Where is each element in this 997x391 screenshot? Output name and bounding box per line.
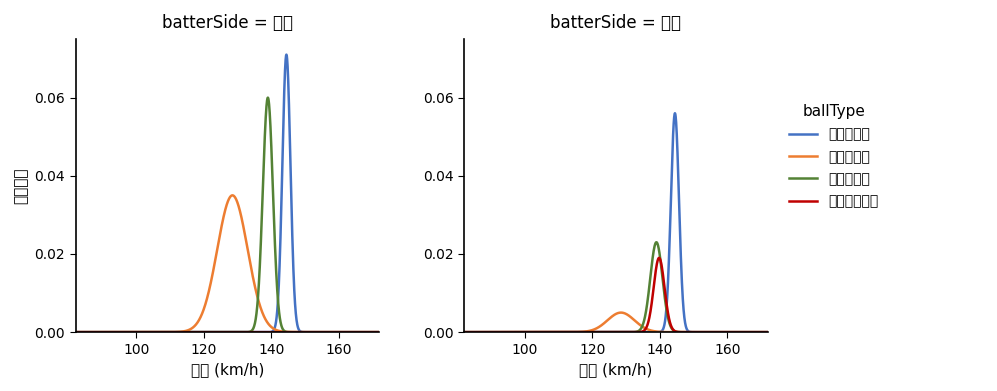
カットボール [753,330,765,334]
カットボール [85,330,97,334]
ストレート [209,330,221,334]
Line: ストレート: ストレート [76,55,379,332]
ストレート [753,330,765,334]
ストレート [669,111,681,116]
X-axis label: 球速 (km/h): 球速 (km/h) [579,362,653,377]
X-axis label: 球速 (km/h): 球速 (km/h) [190,362,264,377]
カットボール [364,330,376,334]
ツーシーム [309,330,321,334]
ストレート [85,330,97,334]
スライダー [753,330,765,334]
ストレート [309,330,321,334]
スライダー [762,330,774,334]
スライダー [373,330,385,334]
ストレート [697,330,709,334]
スライダー [217,216,229,221]
スライダー [753,330,765,334]
Line: カットボール: カットボール [465,258,768,332]
Line: ストレート: ストレート [465,113,768,332]
ツーシーム [474,330,486,334]
ストレート [606,330,618,334]
スライダー [697,330,709,334]
スライダー [364,330,376,334]
スライダー [615,310,627,315]
ツーシーム [753,330,765,334]
Title: batterSide = 左打: batterSide = 左打 [550,14,681,32]
Y-axis label: 確率密度: 確率密度 [14,167,29,204]
ツーシーム [209,330,221,334]
カットボール [217,330,229,334]
カットボール [70,330,82,334]
ストレート [280,52,292,57]
ツーシーム [606,330,618,334]
ツーシーム [85,330,97,334]
スライダー [474,330,486,334]
Line: スライダー: スライダー [465,312,768,332]
ツーシーム [598,330,610,334]
Line: ツーシーム: ツーシーム [76,98,379,332]
カットボール [653,256,665,260]
カットボール [753,330,765,334]
カットボール [373,330,385,334]
Title: batterSide = 右打: batterSide = 右打 [162,14,293,32]
カットボール [459,330,471,334]
ツーシーム [650,240,662,245]
ツーシーム [697,330,709,334]
スライダー [606,314,618,319]
スライダー [459,330,471,334]
Line: ツーシーム: ツーシーム [465,242,768,332]
ツーシーム [364,330,376,334]
ツーシーム [262,95,274,100]
ツーシーム [217,330,229,334]
ストレート [598,330,610,334]
ストレート [70,330,82,334]
カットボール [364,330,376,334]
ストレート [364,330,376,334]
カットボール [697,330,709,334]
カットボール [598,330,610,334]
ストレート [459,330,471,334]
カットボール [762,330,774,334]
カットボール [309,330,321,334]
ツーシーム [459,330,471,334]
カットボール [209,330,221,334]
ツーシーム [762,330,774,334]
ツーシーム [70,330,82,334]
ストレート [373,330,385,334]
Legend: ストレート, スライダー, ツーシーム, カットボール: ストレート, スライダー, ツーシーム, カットボール [784,99,884,214]
ストレート [474,330,486,334]
ストレート [217,330,229,334]
スライダー [598,321,610,326]
スライダー [209,258,221,263]
スライダー [226,193,238,198]
ストレート [762,330,774,334]
ツーシーム [365,330,377,334]
ツーシーム [373,330,385,334]
Line: スライダー: スライダー [76,196,379,332]
カットボール [606,330,618,334]
スライダー [70,330,82,334]
ストレート [365,330,377,334]
スライダー [365,330,377,334]
スライダー [85,330,97,334]
ツーシーム [753,330,765,334]
スライダー [309,330,321,334]
ストレート [753,330,765,334]
カットボール [474,330,486,334]
